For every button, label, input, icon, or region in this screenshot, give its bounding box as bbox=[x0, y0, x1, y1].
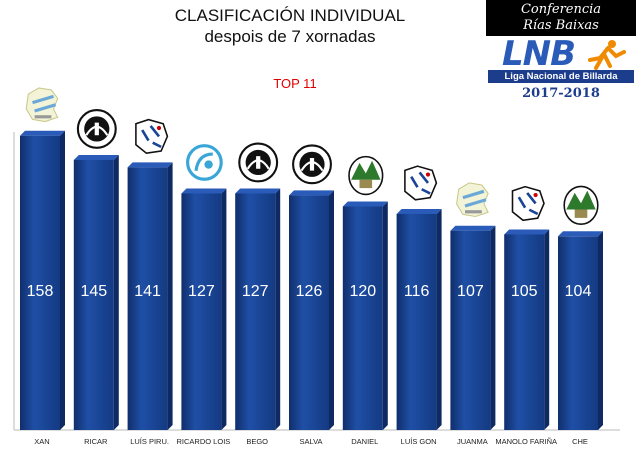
bar-value-label: 105 bbox=[511, 283, 538, 300]
logo-conference-line1: Conferencia bbox=[520, 2, 602, 17]
bar bbox=[450, 225, 496, 430]
bar-top bbox=[235, 188, 281, 194]
category-label: CHE bbox=[572, 437, 588, 446]
bridge-club-icon bbox=[76, 108, 117, 149]
bar-side bbox=[382, 201, 388, 430]
logo-conference-line2: Rías Baixas bbox=[523, 18, 599, 33]
runner-icon bbox=[588, 40, 626, 70]
category-label: BEGO bbox=[246, 437, 268, 446]
logo-brand: LNB bbox=[502, 34, 576, 74]
category-label: LUÍS PIRU. bbox=[130, 437, 169, 446]
category-label: JUANMA bbox=[457, 437, 488, 446]
bar-face bbox=[558, 236, 598, 430]
figure-club-icon bbox=[134, 118, 169, 155]
bar-value-label: 158 bbox=[27, 283, 54, 300]
bar-value-label: 126 bbox=[296, 283, 323, 300]
bar-side bbox=[329, 190, 334, 430]
chart-title: CLASIFICACIÓN INDIVIDUAL bbox=[174, 6, 406, 25]
bar bbox=[127, 162, 173, 430]
category-label: MANOLO FARIÑA bbox=[495, 437, 557, 446]
hills-club-icon bbox=[563, 185, 599, 225]
bar-value-label: 145 bbox=[80, 283, 107, 300]
category-label: DANIEL bbox=[351, 437, 378, 446]
bar-face bbox=[450, 230, 491, 430]
bar-value-label: 127 bbox=[242, 283, 269, 300]
bar-value-label: 116 bbox=[404, 283, 430, 300]
category-label: RICAR bbox=[84, 437, 108, 446]
bar bbox=[73, 154, 119, 430]
bar-face bbox=[181, 193, 222, 430]
bar-value-label: 107 bbox=[457, 283, 484, 300]
category-label: RICARDO LOIS bbox=[177, 437, 231, 446]
league-logo: Conferencia Rías Baixas LNB Liga Naciona… bbox=[482, 0, 640, 104]
bar-side bbox=[60, 130, 65, 430]
bar-side bbox=[436, 208, 442, 430]
map-club-icon bbox=[24, 86, 60, 124]
bar bbox=[235, 188, 281, 430]
bridge-club-icon bbox=[238, 142, 279, 183]
bar-face bbox=[20, 135, 60, 430]
bar-side bbox=[167, 162, 173, 430]
bar-face bbox=[289, 195, 329, 430]
category-label: XAN bbox=[34, 437, 49, 446]
bar bbox=[396, 208, 442, 430]
figure-club-icon bbox=[511, 185, 546, 222]
bar-side bbox=[275, 188, 281, 430]
bar-side bbox=[221, 188, 227, 430]
category-label: LUÍS GON bbox=[401, 437, 437, 446]
bar-top bbox=[450, 225, 496, 231]
figure-club-icon bbox=[403, 164, 438, 202]
bar-value-label: 141 bbox=[134, 283, 161, 300]
bar-face bbox=[504, 234, 545, 430]
bar-top bbox=[181, 188, 227, 194]
bar-side bbox=[490, 225, 496, 430]
bar bbox=[342, 201, 388, 430]
bar-value-label: 120 bbox=[349, 283, 376, 300]
bar-value-label: 104 bbox=[565, 283, 592, 300]
bar bbox=[181, 188, 227, 430]
category-label: SALVA bbox=[299, 437, 322, 446]
hills-club-icon bbox=[348, 155, 384, 196]
bar-face bbox=[235, 193, 276, 430]
bar-top bbox=[342, 201, 388, 207]
bar bbox=[504, 229, 550, 430]
bridge-club-icon bbox=[292, 144, 332, 185]
bar-top bbox=[20, 130, 65, 136]
bar bbox=[289, 190, 334, 430]
bar-side bbox=[544, 229, 550, 430]
bar-top bbox=[289, 190, 334, 196]
bar bbox=[20, 130, 65, 430]
bar-face bbox=[342, 206, 383, 430]
bar-side bbox=[598, 231, 603, 430]
bar-top bbox=[504, 229, 550, 235]
bar-top bbox=[73, 154, 119, 160]
logo-season: 2017-2018 bbox=[522, 86, 600, 101]
chart-subtitle: despois de 7 xornadas bbox=[204, 27, 376, 46]
bar-value-label: 127 bbox=[188, 283, 215, 300]
bar bbox=[558, 231, 603, 430]
swirl-club-icon bbox=[186, 144, 223, 181]
bar-top bbox=[127, 162, 173, 168]
logo-league-name: Liga Nacional de Billarda bbox=[488, 70, 634, 83]
bar-face bbox=[73, 159, 114, 430]
map-club-icon bbox=[455, 181, 490, 219]
logo-banner bbox=[486, 0, 636, 36]
bar-top bbox=[558, 231, 603, 237]
top-label: TOP 11 bbox=[273, 76, 317, 91]
bar-face bbox=[127, 167, 168, 430]
bar-top bbox=[396, 208, 442, 214]
bar-face bbox=[396, 213, 437, 430]
bar-side bbox=[113, 154, 119, 430]
